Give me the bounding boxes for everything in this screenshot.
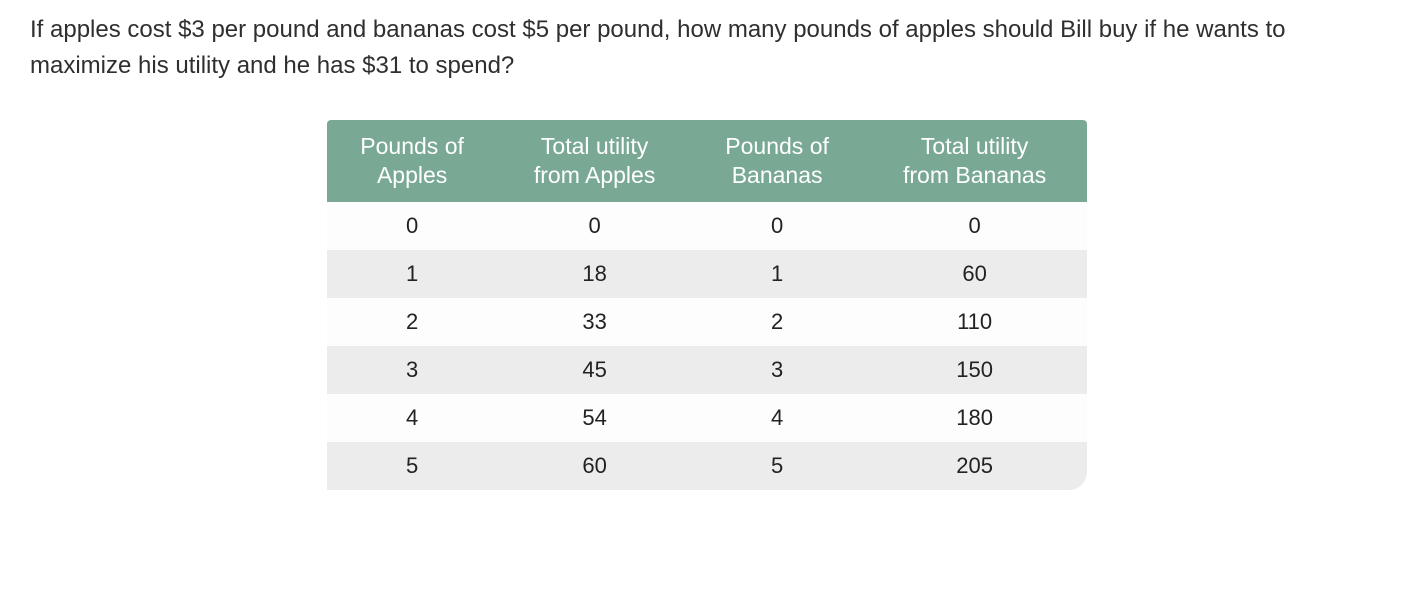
- col-header-bananas-pounds: Pounds of Bananas: [692, 120, 862, 202]
- table-row: 3 45 3 150: [327, 346, 1087, 394]
- cell: 60: [862, 250, 1087, 298]
- cell: 18: [497, 250, 692, 298]
- col-header-line2: from Apples: [507, 161, 682, 190]
- cell: 4: [327, 394, 497, 442]
- page: If apples cost $3 per pound and bananas …: [0, 0, 1414, 520]
- cell: 180: [862, 394, 1087, 442]
- cell: 2: [692, 298, 862, 346]
- table-row: 4 54 4 180: [327, 394, 1087, 442]
- cell: 150: [862, 346, 1087, 394]
- table-row: 1 18 1 60: [327, 250, 1087, 298]
- table-row: 0 0 0 0: [327, 202, 1087, 250]
- col-header-bananas-utility: Total utility from Bananas: [862, 120, 1087, 202]
- cell: 5: [692, 442, 862, 490]
- cell: 0: [327, 202, 497, 250]
- cell: 45: [497, 346, 692, 394]
- cell: 60: [497, 442, 692, 490]
- cell: 3: [692, 346, 862, 394]
- col-header-line1: Total utility: [507, 132, 682, 161]
- cell: 5: [327, 442, 497, 490]
- cell: 54: [497, 394, 692, 442]
- col-header-line2: Apples: [337, 161, 487, 190]
- utility-table: Pounds of Apples Total utility from Appl…: [327, 120, 1087, 490]
- cell: 205: [862, 442, 1087, 490]
- cell: 1: [692, 250, 862, 298]
- col-header-apples-utility: Total utility from Apples: [497, 120, 692, 202]
- table-row: 5 60 5 205: [327, 442, 1087, 490]
- col-header-apples-pounds: Pounds of Apples: [327, 120, 497, 202]
- cell: 4: [692, 394, 862, 442]
- table-header: Pounds of Apples Total utility from Appl…: [327, 120, 1087, 202]
- cell: 1: [327, 250, 497, 298]
- col-header-line2: Bananas: [702, 161, 852, 190]
- cell: 0: [497, 202, 692, 250]
- question-text: If apples cost $3 per pound and bananas …: [30, 12, 1384, 84]
- col-header-line1: Pounds of: [337, 132, 487, 161]
- cell: 0: [862, 202, 1087, 250]
- cell: 33: [497, 298, 692, 346]
- table-wrapper: Pounds of Apples Total utility from Appl…: [30, 120, 1384, 490]
- cell: 3: [327, 346, 497, 394]
- table-body: 0 0 0 0 1 18 1 60 2 33 2 110: [327, 202, 1087, 490]
- col-header-line1: Total utility: [872, 132, 1077, 161]
- cell: 2: [327, 298, 497, 346]
- col-header-line2: from Bananas: [872, 161, 1077, 190]
- col-header-line1: Pounds of: [702, 132, 852, 161]
- cell: 0: [692, 202, 862, 250]
- table-row: 2 33 2 110: [327, 298, 1087, 346]
- cell: 110: [862, 298, 1087, 346]
